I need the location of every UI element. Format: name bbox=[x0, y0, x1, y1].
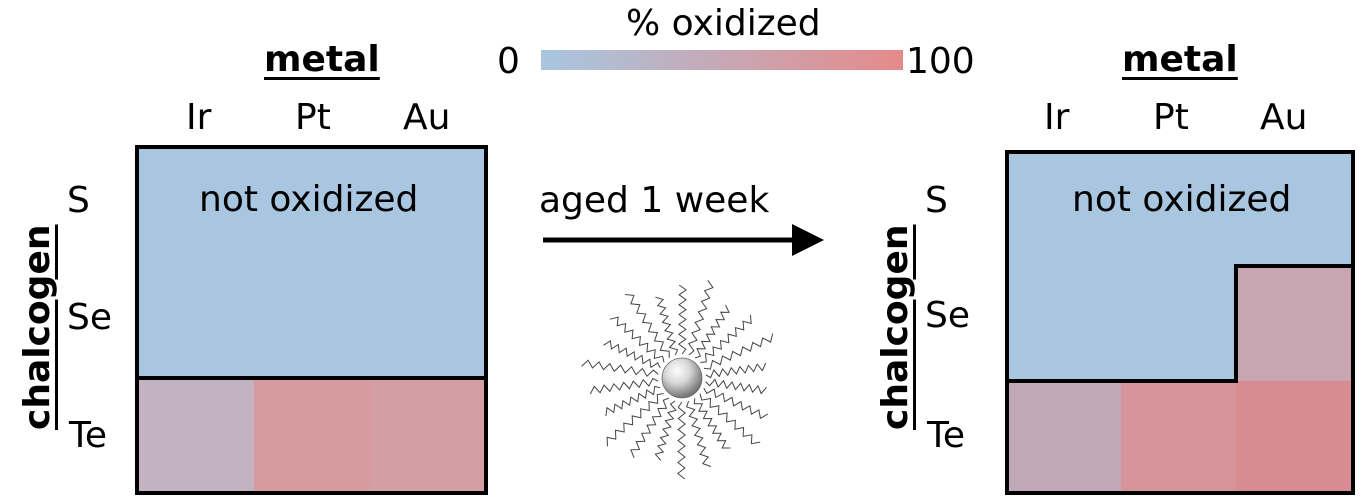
cell-te-au bbox=[370, 379, 486, 493]
legend-title: % oxidized bbox=[626, 3, 821, 44]
cell-te-pt bbox=[1121, 381, 1236, 493]
cell-se-au bbox=[1236, 266, 1353, 381]
chalcogen-label-s: S bbox=[925, 180, 948, 221]
ligand-chain bbox=[693, 398, 731, 449]
ligand-chain bbox=[705, 378, 767, 395]
ligand-chain bbox=[654, 400, 677, 461]
arrow-label: aged 1 week bbox=[539, 180, 770, 221]
metal-label-ir: Ir bbox=[1044, 97, 1070, 138]
ligand-chain bbox=[703, 333, 774, 370]
ligand-chain bbox=[655, 296, 679, 356]
ligand-chain bbox=[589, 377, 659, 395]
ligand-chain bbox=[688, 280, 714, 356]
ligand-chain bbox=[705, 362, 767, 379]
ligand-chain bbox=[605, 385, 661, 416]
metal-label-pt: Pt bbox=[1153, 97, 1189, 138]
legend-colorbar bbox=[541, 50, 903, 70]
ligand-chain bbox=[606, 393, 664, 447]
chalcogen-label-se: Se bbox=[925, 295, 970, 336]
ligand-chain bbox=[685, 400, 712, 467]
legend-min-label: 0 bbox=[497, 41, 520, 82]
metal-label-au: Au bbox=[403, 97, 451, 138]
ligand-chain bbox=[609, 316, 665, 363]
ligand-chain bbox=[700, 314, 752, 363]
cell-te-au bbox=[1236, 381, 1353, 493]
legend-max-label: 100 bbox=[906, 41, 975, 82]
metal-label-au: Au bbox=[1260, 97, 1308, 138]
chalcogen-label-s: S bbox=[67, 180, 90, 221]
chalcogen-label-te: Te bbox=[69, 415, 108, 456]
unoxidized-region bbox=[137, 147, 486, 379]
ligand-chain bbox=[699, 393, 761, 445]
metal-header: metal bbox=[1122, 39, 1238, 80]
chalcogen-label-te: Te bbox=[927, 415, 966, 456]
chalcogen-label-se: Se bbox=[67, 297, 112, 338]
metal-label-ir: Ir bbox=[186, 97, 212, 138]
grid-frame bbox=[135, 145, 488, 495]
cell-te-ir bbox=[1007, 381, 1121, 493]
ligand-chain bbox=[703, 387, 769, 420]
region-boundary bbox=[135, 376, 488, 380]
cell-te-ir bbox=[137, 379, 254, 493]
ligand-chain bbox=[581, 359, 659, 377]
ligand-chain bbox=[625, 294, 670, 358]
ligand-chain bbox=[630, 397, 670, 458]
grid-frame bbox=[1005, 150, 1355, 495]
ligand-chain bbox=[603, 339, 661, 369]
region-label: not oxidized bbox=[1072, 179, 1292, 220]
cell-te-pt bbox=[254, 379, 370, 493]
ligand-chain bbox=[676, 401, 687, 480]
metal-label-pt: Pt bbox=[295, 97, 331, 138]
ligand-chain bbox=[677, 284, 687, 355]
metal-header: metal bbox=[264, 39, 380, 80]
region-label: not oxidized bbox=[199, 179, 419, 220]
ligand-chain bbox=[694, 304, 730, 359]
